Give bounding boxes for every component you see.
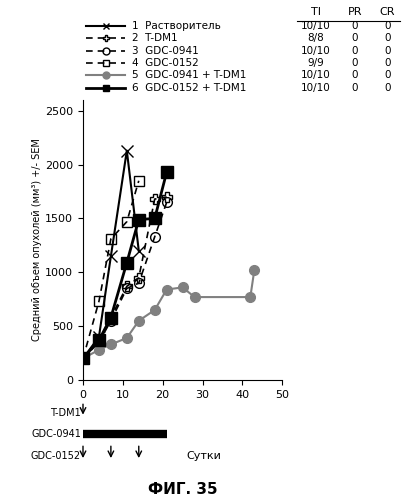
Text: 0: 0 [352,46,358,56]
Text: 0: 0 [384,82,391,92]
Text: 5  GDC-0941 + T-DM1: 5 GDC-0941 + T-DM1 [132,70,246,81]
Text: 10/10: 10/10 [301,70,331,81]
Text: 8/8: 8/8 [308,33,325,43]
Text: 0: 0 [384,21,391,31]
Text: 0: 0 [352,33,358,43]
Text: 0: 0 [352,58,358,68]
Text: 0: 0 [352,82,358,92]
Text: CR: CR [380,7,395,17]
Text: 0: 0 [352,70,358,81]
Text: 0: 0 [384,46,391,56]
Text: 1  Растворитель: 1 Растворитель [132,21,220,31]
Text: Сутки: Сутки [187,451,222,461]
Text: GDC-0152: GDC-0152 [31,451,81,461]
Text: 6  GDC-0152 + T-DM1: 6 GDC-0152 + T-DM1 [132,82,246,92]
Text: 9/9: 9/9 [308,58,325,68]
Text: 3  GDC-0941: 3 GDC-0941 [132,46,198,56]
Text: PR: PR [348,7,362,17]
Text: 0: 0 [384,58,391,68]
Text: GDC-0941: GDC-0941 [31,428,81,438]
Text: 2  T-DM1: 2 T-DM1 [132,33,177,43]
Text: T-DM1: T-DM1 [50,408,81,418]
Text: ФИГ. 35: ФИГ. 35 [148,482,217,498]
Text: 10/10: 10/10 [301,46,331,56]
Text: 10/10: 10/10 [301,21,331,31]
Y-axis label: Средний объем опухолей (мм³) +/- SEM: Средний объем опухолей (мм³) +/- SEM [32,138,42,342]
Text: 4  GDC-0152: 4 GDC-0152 [132,58,198,68]
Text: 0: 0 [384,33,391,43]
Text: 10/10: 10/10 [301,82,331,92]
Text: 0: 0 [352,21,358,31]
Text: 0: 0 [384,70,391,81]
Text: TI: TI [311,7,321,17]
